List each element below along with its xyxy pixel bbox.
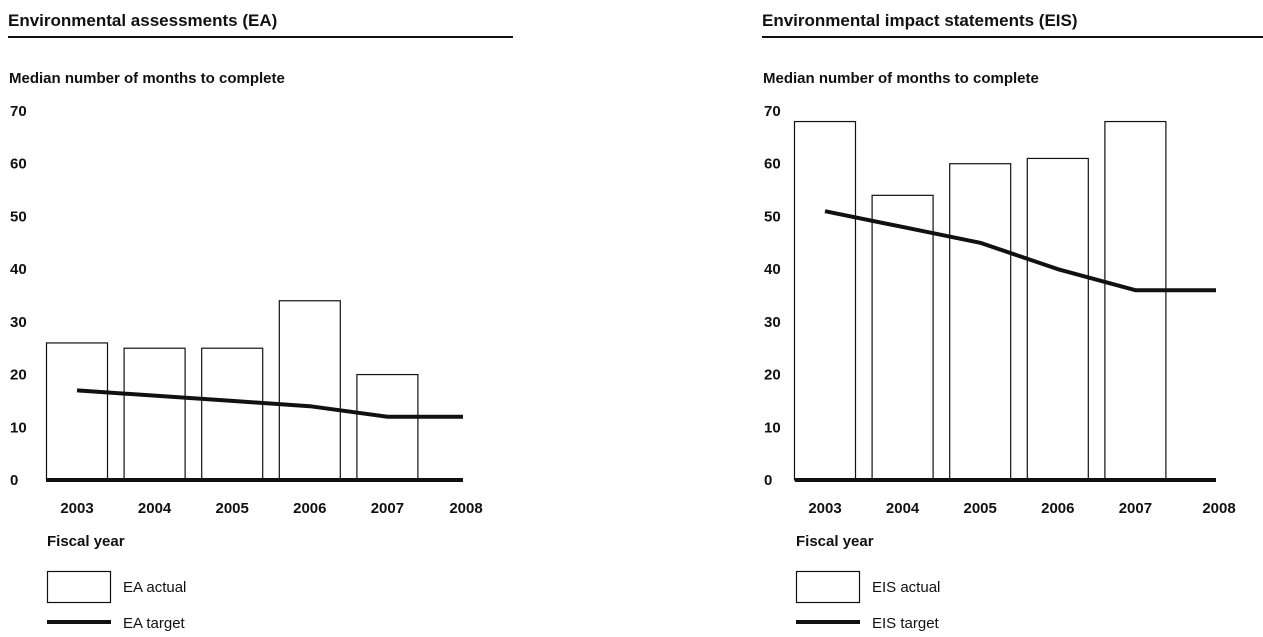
ea-y-tick-label: 40 [10,261,27,278]
eis-y-tick-label: 0 [764,472,772,489]
eis-chart-title: Environmental impact statements (EIS) [762,11,1078,30]
eis-chart: Environmental impact statements (EIS) Med… [762,11,1263,632]
ea-actual-bar-2005 [201,347,264,481]
ea-x-tick-label: 2005 [216,500,249,517]
eis-actual-bar-2007 [1104,120,1167,481]
ea-y-tick-label: 70 [10,103,27,120]
eis-y-tick-label: 70 [764,103,781,120]
eis-y-tick-label: 30 [764,314,781,331]
ea-y-axis-label: Median number of months to complete [9,70,285,87]
ea-chart-title: Environmental assessments (EA) [8,11,277,30]
eis-y-tick-label: 50 [764,208,781,225]
ea-y-tick-label: 60 [10,156,27,173]
eis-y-axis-label: Median number of months to complete [763,70,1039,87]
eis-actual-bar-2003 [793,120,857,481]
eis-legend-target-label: EIS target [872,615,940,632]
ea-y-tick-label: 20 [10,367,27,384]
ea-x-tick-label: 2003 [60,500,93,517]
eis-x-tick-label: 2008 [1202,500,1235,517]
ea-y-tick-label: 30 [10,314,27,331]
eis-y-tick-label: 60 [764,156,781,173]
ea-x-tick-label: 2007 [371,500,404,517]
ea-legend-actual-swatch [46,570,112,604]
eis-actual-bar-2005 [949,163,1012,481]
ea-chart: Environmental assessments (EA) Median num… [8,11,513,632]
eis-actual-bar-2004 [871,194,934,481]
eis-title-rule [762,36,1263,38]
eis-x-tick-label: 2003 [808,500,841,517]
eis-x-tick-label: 2007 [1119,500,1152,517]
ea-x-tick-label: 2006 [293,500,326,517]
eis-actual-bar-2006 [1026,157,1089,481]
ea-x-tick-label: 2004 [138,500,172,517]
ea-legend-actual-label: EA actual [123,579,186,596]
ea-y-tick-label: 0 [10,472,18,489]
ea-actual-bar-2004 [123,347,186,481]
ea-actual-bar-2003 [45,342,109,481]
ea-x-tick-label: 2008 [449,500,482,517]
ea-actual-bar-2007 [356,373,419,481]
ea-y-tick-label: 50 [10,208,27,225]
ea-actual-bar-2006 [278,300,341,481]
eis-legend-actual-label: EIS actual [872,579,940,596]
eis-target-line [824,209,1216,293]
eis-x-tick-label: 2005 [964,500,997,517]
eis-legend-actual-swatch [795,570,861,604]
ea-title-rule [8,36,513,38]
ea-x-axis-label: Fiscal year [47,533,125,550]
ea-legend-target-label: EA target [123,615,186,632]
eis-x-tick-label: 2006 [1041,500,1074,517]
ea-y-tick-label: 10 [10,419,27,436]
ea-target-line [76,388,463,419]
eis-y-tick-label: 10 [764,419,781,436]
eis-y-tick-label: 40 [764,261,781,278]
eis-x-axis-label: Fiscal year [796,533,874,550]
eis-y-tick-label: 20 [764,367,781,384]
eis-x-tick-label: 2004 [886,500,920,517]
